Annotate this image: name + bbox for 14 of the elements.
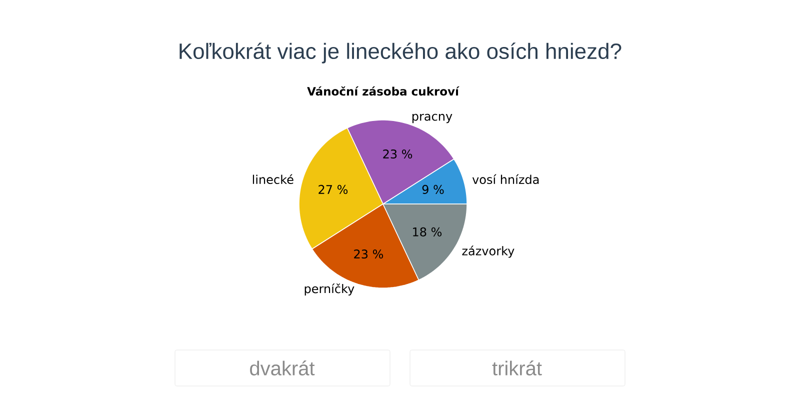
chart-subtitle: Vánoční zásoba cukroví bbox=[307, 86, 460, 96]
slice-label: linecké bbox=[252, 174, 294, 184]
slice-label: pracny bbox=[412, 114, 452, 124]
slice-label: zázvorky bbox=[462, 246, 514, 258]
chart-title: Koľkokrát viac je lineckého ako osích hniezd? bbox=[180, 42, 622, 64]
data-label: 9 % bbox=[422, 184, 444, 194]
text: dvakrát bbox=[250, 360, 315, 376]
data-label: 18 % bbox=[413, 227, 442, 236]
data-label: 23 % bbox=[354, 249, 384, 259]
text: trikrát bbox=[492, 360, 542, 376]
data-label: 27 % bbox=[318, 184, 348, 194]
slice-label: vosí hnízda bbox=[472, 174, 539, 184]
data-label: 23 % bbox=[383, 149, 412, 159]
slice-label: perníčky bbox=[304, 283, 354, 296]
